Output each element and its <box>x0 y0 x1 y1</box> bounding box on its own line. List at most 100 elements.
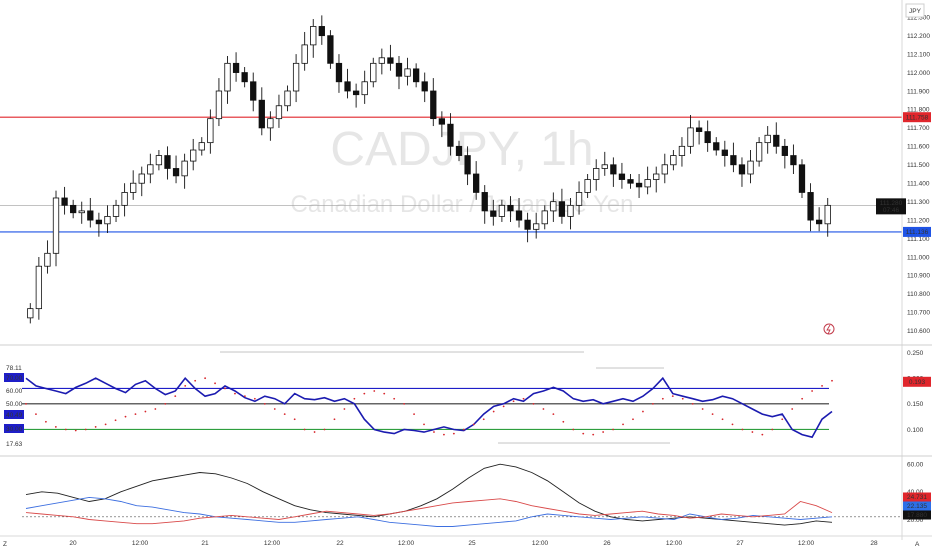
candle[interactable] <box>61 197 68 206</box>
candle[interactable] <box>78 210 85 214</box>
candle[interactable] <box>815 219 823 225</box>
candle[interactable] <box>438 118 446 125</box>
candle[interactable] <box>618 173 626 180</box>
candle[interactable] <box>541 210 548 225</box>
candle[interactable] <box>524 219 531 230</box>
candle[interactable] <box>738 164 746 175</box>
candle[interactable] <box>610 164 617 175</box>
candle[interactable] <box>70 204 77 214</box>
candle[interactable] <box>181 160 188 177</box>
candle[interactable] <box>498 204 506 217</box>
candle[interactable] <box>824 204 831 225</box>
candle[interactable] <box>147 164 154 175</box>
candle[interactable] <box>378 57 385 64</box>
candle[interactable] <box>755 142 763 162</box>
candle[interactable] <box>301 44 308 64</box>
candle[interactable] <box>627 179 634 184</box>
candle[interactable] <box>661 164 668 175</box>
candle[interactable] <box>138 173 145 184</box>
candle[interactable] <box>764 134 771 144</box>
candle[interactable] <box>198 142 205 151</box>
price-pane[interactable] <box>0 15 902 324</box>
candle[interactable] <box>95 219 103 225</box>
candle[interactable] <box>430 90 437 120</box>
candle[interactable] <box>644 179 651 188</box>
auto-scale-icon[interactable]: A <box>915 541 920 548</box>
candle[interactable] <box>695 127 703 132</box>
candle[interactable] <box>558 201 566 217</box>
candle[interactable] <box>747 160 754 175</box>
settings-z-icon[interactable]: Z <box>3 541 7 548</box>
candle[interactable] <box>344 81 351 92</box>
candle[interactable] <box>713 142 720 151</box>
oscillator-main-line[interactable] <box>25 376 833 439</box>
candle[interactable] <box>207 118 214 144</box>
candle[interactable] <box>567 204 574 217</box>
candle[interactable] <box>155 155 163 166</box>
candle[interactable] <box>550 201 557 212</box>
candle[interactable] <box>473 173 480 193</box>
candle[interactable] <box>250 81 257 101</box>
candle[interactable] <box>318 26 325 37</box>
oscillator-pane[interactable]: 78.11 70.00 60.00 50.00 40.49 30.00 17.63 <box>4 351 833 448</box>
candle[interactable] <box>481 192 488 212</box>
candle[interactable] <box>258 99 265 129</box>
candle[interactable] <box>781 145 788 156</box>
candle[interactable] <box>267 118 274 129</box>
candle[interactable] <box>164 155 171 169</box>
candle[interactable] <box>533 223 540 230</box>
candle[interactable] <box>678 145 686 156</box>
candle[interactable] <box>361 81 368 96</box>
candle[interactable] <box>653 173 660 180</box>
candle[interactable] <box>670 155 677 166</box>
candle[interactable] <box>292 62 300 92</box>
candle[interactable] <box>327 35 334 64</box>
candle[interactable] <box>507 204 514 212</box>
candle[interactable] <box>121 192 128 206</box>
directional-line[interactable] <box>25 498 833 525</box>
candle[interactable] <box>387 57 394 64</box>
candle[interactable] <box>704 131 711 144</box>
candle[interactable] <box>807 192 814 221</box>
candle[interactable] <box>447 123 454 147</box>
candle[interactable] <box>215 90 223 120</box>
candle[interactable] <box>335 62 343 83</box>
candle[interactable] <box>130 182 137 193</box>
directional-pane[interactable] <box>22 463 902 527</box>
candle[interactable] <box>370 62 377 83</box>
candle[interactable] <box>455 145 463 156</box>
candle[interactable] <box>421 81 428 92</box>
currency-box[interactable] <box>905 3 925 18</box>
candle[interactable] <box>730 155 737 166</box>
price-axis[interactable]: 112.300 112.200 112.100 112.000 111.900 111.8… <box>876 15 931 336</box>
directional-line[interactable] <box>25 496 833 527</box>
candle[interactable] <box>790 155 797 166</box>
candle[interactable] <box>464 155 471 175</box>
candle[interactable] <box>232 62 240 73</box>
candle[interactable] <box>87 210 94 221</box>
candle[interactable] <box>575 192 583 206</box>
candle[interactable] <box>310 26 317 46</box>
candle[interactable] <box>601 164 608 169</box>
candle[interactable] <box>798 164 806 193</box>
candle[interactable] <box>773 134 780 147</box>
time-axis[interactable]: 20 12:00 21 12:00 22 12:00 25 12:00 26 12:00 27 12:… <box>69 540 878 547</box>
candle[interactable] <box>490 210 497 217</box>
candle[interactable] <box>35 265 43 310</box>
candle[interactable] <box>172 168 180 177</box>
candle[interactable] <box>352 90 360 96</box>
candle[interactable] <box>593 168 600 180</box>
candle[interactable] <box>241 72 248 83</box>
candle[interactable] <box>284 90 291 107</box>
candle[interactable] <box>412 68 420 83</box>
candle[interactable] <box>687 127 694 147</box>
candle[interactable] <box>515 210 523 221</box>
candle[interactable] <box>721 149 728 156</box>
candle[interactable] <box>104 216 111 225</box>
candle[interactable] <box>224 62 231 92</box>
candle[interactable] <box>584 179 591 193</box>
candle[interactable] <box>112 204 120 217</box>
